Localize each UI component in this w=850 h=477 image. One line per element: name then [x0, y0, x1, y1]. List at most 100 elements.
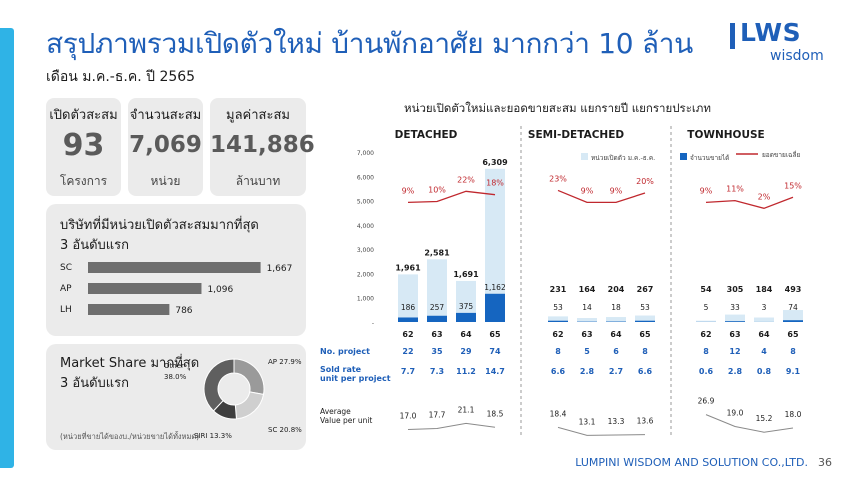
opened-value-label: 204 — [608, 285, 625, 294]
avg-value-line — [705, 414, 794, 433]
avg-value-label: 13.1 — [579, 417, 596, 426]
row-label-projects: No. project — [320, 347, 370, 356]
avg-value-label: 17.7 — [429, 410, 446, 419]
avg-value-label: 18.4 — [550, 409, 567, 418]
y-tick-label: - — [372, 320, 374, 327]
opened-value-label: 267 — [637, 285, 654, 294]
bar-opened — [577, 318, 597, 322]
avg-value-label: 18.5 — [487, 409, 504, 418]
sold-rate-value: 6.6 — [638, 367, 653, 376]
avg-rate-label: 9% — [581, 186, 594, 195]
sold-rate-value: 0.6 — [699, 367, 714, 376]
avg-value-label: 21.1 — [458, 405, 475, 414]
donut-slice-label: AP 27.9% — [268, 358, 302, 366]
chart-title: หน่วยเปิดตัวใหม่และยอดขายสะสม แยกรายปี แ… — [404, 101, 711, 115]
projects-value: 6 — [613, 347, 619, 356]
avg-rate-label: 9% — [402, 186, 415, 195]
donut-slice — [233, 358, 265, 396]
avg-rate-line — [557, 189, 646, 203]
projects-value: 74 — [489, 347, 501, 356]
projects-value: 29 — [460, 347, 472, 356]
opened-value-label: 2,581 — [424, 248, 450, 257]
bar-sold — [427, 315, 447, 322]
row-label-avg-value: Average — [320, 407, 351, 416]
avg-value-label: 13.3 — [608, 417, 625, 426]
bar-opened — [606, 317, 626, 322]
bar-opened — [485, 168, 505, 322]
donut-slice-label: SC 20.8% — [268, 426, 302, 434]
bar-sold — [548, 320, 568, 322]
avg-value-line — [407, 422, 496, 430]
top-companies-chart: SC 1,667 AP 1,096 LH 786 — [60, 262, 292, 316]
bar-opened — [398, 274, 418, 322]
sold-rate-value: 14.7 — [485, 367, 505, 376]
y-tick-label: 6,000 — [357, 174, 374, 181]
company-value-label: 1,096 — [207, 285, 233, 295]
sold-rate-value: 2.7 — [609, 367, 623, 376]
sold-rate-value: 11.2 — [456, 367, 476, 376]
company-logo: LWS wisdom — [728, 18, 828, 68]
top-companies-title: บริษัทที่มีหน่วยเปิดตัวสะสมมากที่สุด — [60, 218, 259, 233]
y-tick-label: 7,000 — [357, 150, 374, 157]
x-tick-label: 65 — [639, 330, 651, 339]
sold-value-label: 375 — [459, 302, 474, 311]
avg-value-label: 26.9 — [698, 397, 715, 406]
sold-rate-value: 2.8 — [580, 367, 595, 376]
stat-label: เปิดตัวสะสม — [49, 108, 118, 123]
donut-slice-label: SIRI 13.3% — [194, 432, 232, 440]
donut-slice — [234, 391, 265, 420]
bar-opened — [754, 317, 774, 322]
avg-rate-label: 10% — [428, 186, 446, 195]
bar-opened — [696, 320, 716, 322]
avg-rate-label: 22% — [457, 175, 475, 184]
company-label: SC — [60, 263, 72, 273]
x-tick-label: 62 — [700, 330, 711, 339]
company-bar — [88, 283, 202, 294]
legend-avg-label: ยอดขายเฉลี่ย — [762, 150, 800, 159]
market-share-subtitle: 3 อันดับแรก — [60, 376, 130, 391]
opened-value-label: 1,691 — [453, 270, 479, 279]
x-tick-label: 63 — [729, 330, 740, 339]
stat-unit: หน่วย — [150, 174, 181, 188]
row-label-sold-rate: Sold rate — [320, 365, 362, 374]
legend-opened-swatch — [581, 153, 588, 160]
market-share-donut-chart: AP 27.9% SC 20.8% SIRI 13.3% Other 38.0% — [164, 358, 302, 440]
bar-opened — [783, 310, 803, 322]
sold-value-label: 53 — [640, 303, 650, 312]
sold-value-label: 33 — [730, 303, 740, 312]
footer: LUMPINI WISDOM AND SOLUTION CO.,LTD. 36 — [575, 456, 832, 469]
bar-sold — [485, 293, 505, 322]
donut-slice — [203, 358, 235, 412]
logo-main-text: LWS — [740, 18, 802, 47]
sold-rate-value: 0.8 — [757, 367, 772, 376]
y-tick-label: 1,000 — [357, 296, 374, 303]
projects-value: 8 — [555, 347, 561, 356]
x-tick-label: 64 — [610, 330, 622, 339]
y-tick-label: 3,000 — [357, 247, 374, 254]
sold-value-label: 74 — [788, 303, 798, 312]
stat-value: 141,886 — [210, 132, 315, 158]
x-tick-label: 62 — [402, 330, 413, 339]
avg-value-label: 15.2 — [756, 414, 773, 423]
company-value-label: 786 — [175, 306, 192, 316]
donut-slice-label: 38.0% — [164, 373, 187, 381]
stat-card-units: จำนวนสะสม 7,069 หน่วย — [128, 98, 203, 196]
opened-value-label: 184 — [756, 285, 773, 294]
avg-value-label: 17.0 — [400, 412, 417, 421]
x-tick-label: 62 — [552, 330, 563, 339]
x-tick-label: 63 — [431, 330, 442, 339]
group-title: DETACHED — [395, 129, 458, 141]
x-tick-label: 63 — [581, 330, 592, 339]
opened-value-label: 164 — [579, 285, 596, 294]
sold-rate-value: 7.7 — [401, 367, 415, 376]
projects-value: 35 — [431, 347, 443, 356]
legend-sold-swatch — [680, 153, 687, 160]
avg-rate-label: 15% — [784, 181, 802, 190]
page-title: สรุปภาพรวมเปิดตัวใหม่ บ้านพักอาศัย มากกว… — [46, 27, 694, 60]
y-tick-label: 4,000 — [357, 223, 374, 230]
sold-value-label: 1,162 — [484, 283, 506, 292]
y-tick-label: 2,000 — [357, 271, 374, 278]
opened-value-label: 6,309 — [482, 158, 508, 167]
projects-value: 8 — [642, 347, 648, 356]
avg-rate-label: 9% — [610, 186, 623, 195]
